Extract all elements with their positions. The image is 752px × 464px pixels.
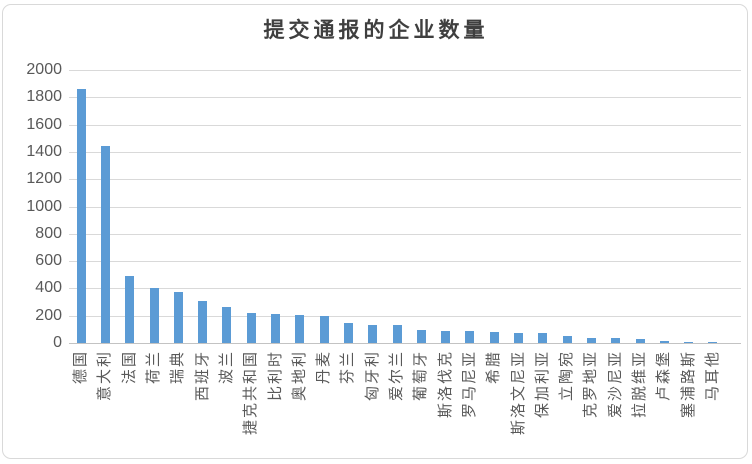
gridline: [69, 207, 741, 208]
x-tick-label: 奥地利: [292, 350, 308, 402]
x-tick-label: 爱沙尼亚: [608, 350, 624, 419]
bar-2: [101, 146, 110, 343]
bar-3: [125, 276, 134, 343]
gridline: [69, 97, 741, 98]
x-tick-label: 葡萄牙: [413, 350, 429, 402]
x-tick-label: 丹麦: [316, 350, 332, 385]
bar-1: [77, 89, 86, 343]
x-tick-label: 卢森堡: [656, 350, 672, 402]
chart-title: 提交通报的企业数量: [263, 18, 489, 42]
x-tick-label: 塞浦路斯: [681, 350, 697, 419]
bar-14: [393, 325, 402, 343]
gridline: [69, 70, 741, 71]
gridline: [69, 316, 741, 317]
x-tick-label: 德国: [73, 350, 89, 385]
bar-21: [563, 336, 572, 343]
gridline: [69, 288, 741, 289]
bar-12: [344, 323, 353, 343]
bar-5: [174, 292, 183, 343]
bar-27: [708, 342, 717, 343]
x-tick-label: 立陶宛: [559, 350, 575, 402]
gridline: [69, 179, 741, 180]
x-tick-label: 罗马尼亚: [462, 350, 478, 419]
y-tick-label: 2000: [26, 61, 62, 78]
bar-19: [514, 333, 523, 343]
bar-24: [636, 339, 645, 343]
x-tick-label: 克罗地亚: [583, 350, 599, 419]
gridline: [69, 152, 741, 153]
x-tick-label: 希腊: [486, 350, 502, 385]
bar-18: [490, 332, 499, 343]
bar-25: [660, 341, 669, 343]
x-axis-line: [69, 343, 741, 344]
y-tick-label: 800: [35, 225, 62, 242]
y-tick-label: 400: [35, 279, 62, 296]
bar-7: [222, 307, 231, 343]
x-tick-label: 爱尔兰: [389, 350, 405, 402]
bar-6: [198, 301, 207, 343]
bar-8: [247, 313, 256, 343]
bar-26: [684, 342, 693, 343]
bar-10: [295, 315, 304, 343]
x-tick-label: 荷兰: [146, 350, 162, 385]
bar-17: [465, 331, 474, 343]
x-tick-label: 拉脱维亚: [632, 350, 648, 419]
y-tick-label: 0: [53, 334, 62, 351]
bar-22: [587, 338, 596, 343]
x-tick-label: 斯洛伐克: [438, 350, 454, 419]
bar-4: [150, 288, 159, 343]
y-tick-label: 1800: [26, 88, 62, 105]
x-tick-label: 匈牙利: [365, 350, 381, 402]
bar-11: [320, 316, 329, 343]
y-tick-label: 200: [35, 307, 62, 324]
gridline: [69, 125, 741, 126]
x-tick-label: 马耳他: [705, 350, 721, 402]
x-tick-label: 意大利: [97, 350, 113, 402]
y-tick-label: 1400: [26, 143, 62, 160]
x-tick-label: 法国: [122, 350, 138, 385]
x-tick-label: 捷克共和国: [243, 350, 259, 436]
gridline: [69, 234, 741, 235]
x-tick-label: 斯洛文尼亚: [511, 350, 527, 436]
x-tick-label: 波兰: [219, 350, 235, 385]
x-tick-label: 瑞典: [170, 350, 186, 385]
bar-23: [611, 338, 620, 343]
bar-13: [368, 325, 377, 343]
y-tick-label: 1200: [26, 170, 62, 187]
x-tick-label: 比利时: [268, 350, 284, 402]
y-tick-label: 1000: [26, 198, 62, 215]
bar-20: [538, 333, 547, 343]
x-tick-label: 芬兰: [340, 350, 356, 385]
bar-15: [417, 330, 426, 343]
chart-frame-border: [2, 4, 748, 459]
x-tick-label: 西班牙: [195, 350, 211, 402]
bar-9: [271, 314, 280, 343]
bar-16: [441, 331, 450, 343]
y-tick-label: 1600: [26, 116, 62, 133]
x-tick-label: 保加利亚: [535, 350, 551, 419]
y-tick-label: 600: [35, 252, 62, 269]
gridline: [69, 261, 741, 262]
